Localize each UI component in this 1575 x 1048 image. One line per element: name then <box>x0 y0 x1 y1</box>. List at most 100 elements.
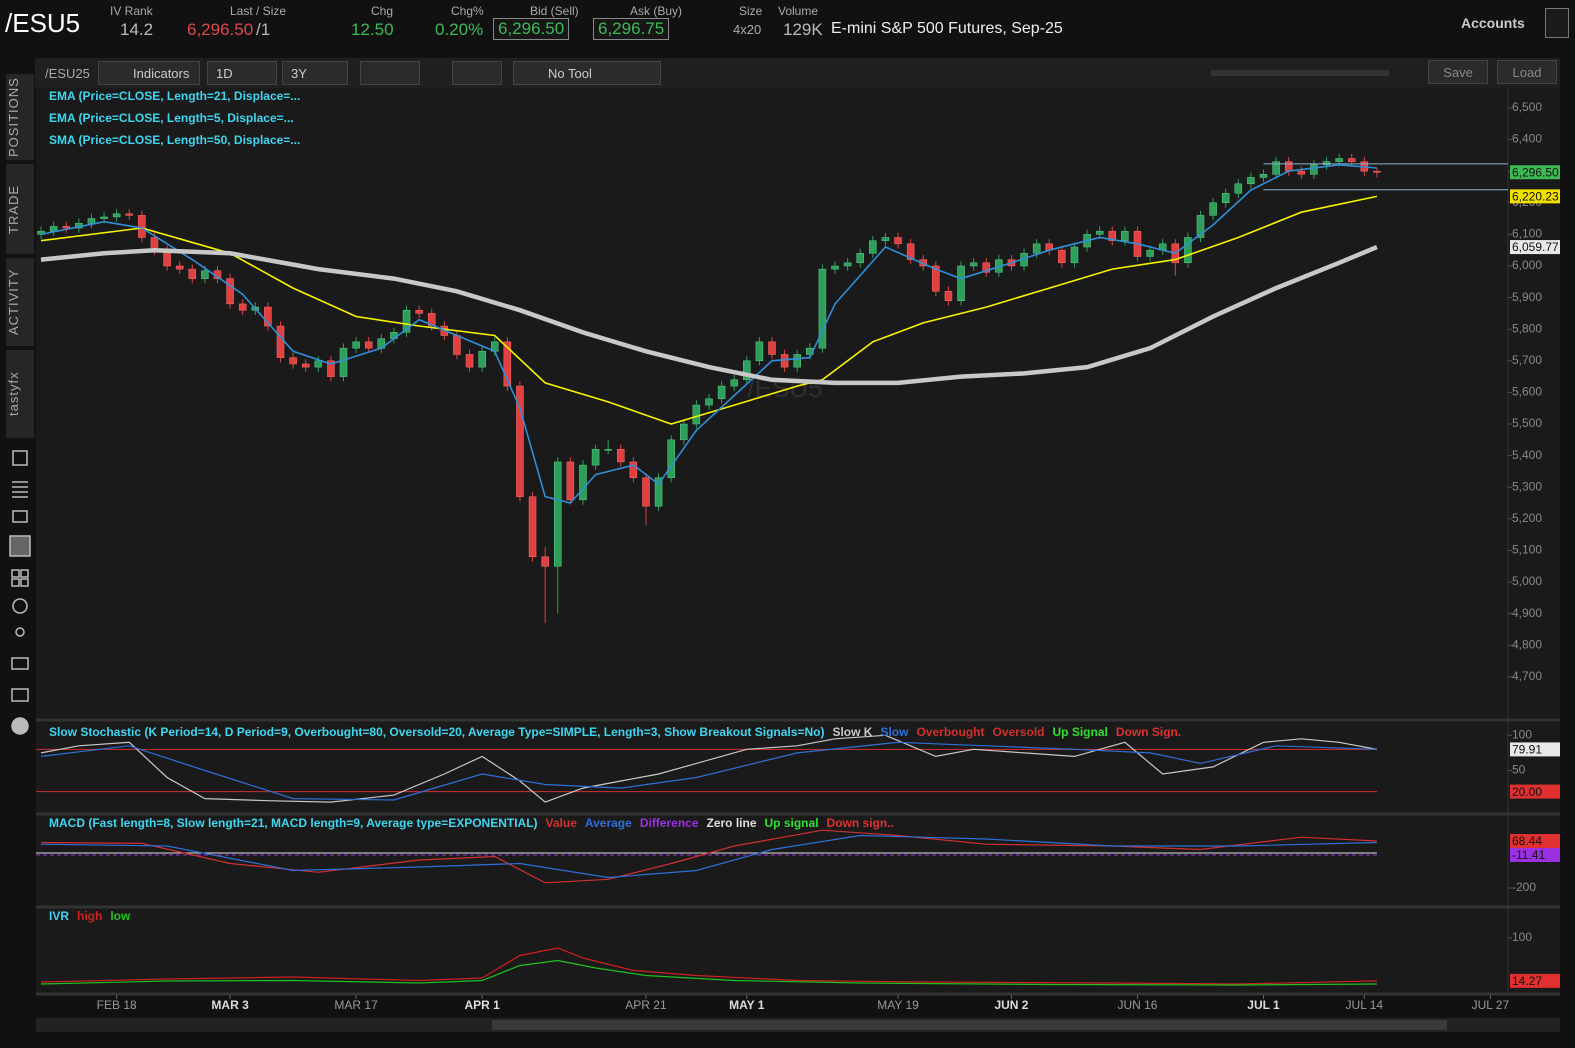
candle-body <box>503 341 512 387</box>
y-tick-label: 5,100 <box>1512 543 1542 557</box>
candle-body <box>402 309 411 333</box>
price-tag-label: 6,220.23 <box>1512 190 1559 204</box>
candle-body <box>352 341 360 349</box>
candle-body <box>465 354 474 368</box>
candle-body <box>516 385 524 497</box>
candle-body <box>541 556 549 567</box>
candle-body <box>755 341 764 362</box>
candle-body <box>62 226 70 229</box>
candle-body <box>264 306 272 327</box>
candle-body <box>1196 215 1205 238</box>
series-line <box>40 195 1378 425</box>
value: 12.50 <box>351 20 394 39</box>
legend-entry: Up Signal <box>1053 725 1108 739</box>
candle-body <box>1108 230 1117 241</box>
candle-body <box>289 357 297 365</box>
legend-entry: SMA (Price=CLOSE, Length=50, Displace=..… <box>49 133 300 147</box>
indicators[interactable]: Indicators <box>98 61 200 85</box>
interval[interactable]: 1D <box>207 61 277 85</box>
candle-body <box>780 354 789 368</box>
legend-entry: Zero line <box>707 816 757 830</box>
y-tick-label: 5,000 <box>1512 574 1542 588</box>
y-tick-label: 6,500 <box>1512 100 1542 114</box>
legend-entry: high <box>77 909 102 923</box>
y-tick-label: -200 <box>1512 880 1536 894</box>
legend-entry: Difference <box>640 816 699 830</box>
candle-body <box>314 360 323 368</box>
price-tag-label: -11.41 <box>1512 848 1545 862</box>
x-tick-label: JUL 27 <box>1472 998 1510 1012</box>
zoom-slider[interactable] <box>1211 70 1389 76</box>
drawing-set[interactable] <box>452 61 502 85</box>
ask[interactable]: 6,296.75 <box>593 18 670 40</box>
candle-body <box>591 449 600 466</box>
price-tag <box>1510 189 1560 204</box>
chart-bg <box>36 88 1560 995</box>
save[interactable]: Save <box>1428 60 1488 84</box>
candle-body <box>818 268 827 349</box>
menu[interactable] <box>1545 8 1569 38</box>
series-line <box>40 959 1377 986</box>
candle-body <box>654 477 663 507</box>
price-tag <box>1510 784 1560 799</box>
label: IV Rank <box>110 4 153 18</box>
label: Ask (Buy) <box>630 4 683 18</box>
price-tag-label: 6,059.77 <box>1512 240 1559 254</box>
candle-body <box>831 265 839 270</box>
candle-body <box>604 449 612 451</box>
y-tick-label: 4,700 <box>1512 669 1542 683</box>
candle-body <box>869 240 877 254</box>
y-tick-label: 6,000 <box>1512 258 1542 272</box>
candle-body <box>364 341 373 349</box>
legend-entry: Down sign.. <box>827 816 894 830</box>
price-tag <box>1510 742 1560 757</box>
y-tick-label: 5,700 <box>1512 353 1542 367</box>
toolbar-symbol: /ESU25 <box>45 66 90 81</box>
candle-body <box>339 347 348 377</box>
candle-body <box>415 309 423 314</box>
x-tick-label: MAR 3 <box>211 998 249 1012</box>
candle-body <box>717 385 726 399</box>
tool[interactable]: No Tool <box>513 61 661 85</box>
description: E-mini S&P 500 Futures, Sep-25 <box>831 20 1063 37</box>
legend-entry: Slow Stochastic (K Period=14, D Period=9… <box>49 725 824 739</box>
candle-body <box>743 360 751 381</box>
series-line <box>40 947 1377 985</box>
price-tag-label: 20.00 <box>1512 785 1542 799</box>
price-tag-label: 6,296.50 <box>1512 165 1559 179</box>
candle-body <box>528 496 537 558</box>
candle-body <box>881 237 890 241</box>
price-tag <box>1510 834 1560 849</box>
candle-body <box>566 461 575 501</box>
x-tick-label: MAY 19 <box>877 998 919 1012</box>
candle-body <box>1184 237 1192 264</box>
x-tick-label: APR 21 <box>625 998 667 1012</box>
bid[interactable]: 6,296.50 <box>493 18 570 40</box>
x-tick-label: JUL 14 <box>1346 998 1384 1012</box>
legend-entry: Down Sign. <box>1116 725 1181 739</box>
label: Last / Size <box>230 4 287 18</box>
chart-style[interactable] <box>360 61 420 85</box>
y-tick-label: 100 <box>1512 930 1532 944</box>
candle-body <box>642 477 650 507</box>
candle-body <box>427 313 436 327</box>
value: 4x20 <box>733 22 762 37</box>
candle-body <box>1347 158 1356 162</box>
value: /1 <box>256 20 271 39</box>
candle-body <box>1297 170 1306 175</box>
y-tick-label: 5,300 <box>1512 479 1542 493</box>
load[interactable]: Load <box>1497 60 1557 84</box>
candle-body <box>705 398 713 406</box>
accounts[interactable]: Accounts <box>1461 15 1525 31</box>
y-tick-label: 5,500 <box>1512 416 1542 430</box>
candle-body <box>112 213 121 218</box>
side-icons <box>9 450 31 735</box>
candle-body <box>1322 161 1331 166</box>
candle-body <box>138 215 146 238</box>
range[interactable]: 3Y <box>282 61 348 85</box>
scroll-thumb[interactable] <box>492 1020 1447 1030</box>
y-tick-label: 6,400 <box>1512 132 1542 146</box>
candle-body <box>1259 174 1268 178</box>
x-tick-label: MAY 1 <box>729 998 765 1012</box>
